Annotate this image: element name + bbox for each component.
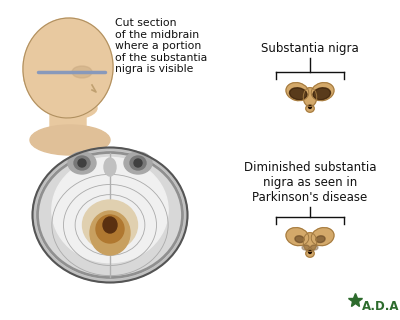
- Ellipse shape: [306, 250, 314, 257]
- Ellipse shape: [24, 69, 36, 87]
- Ellipse shape: [68, 152, 96, 174]
- Ellipse shape: [72, 66, 92, 78]
- Ellipse shape: [47, 97, 97, 119]
- Ellipse shape: [303, 88, 317, 107]
- Text: Cut section
of the midbrain
where a portion
of the substantia
nigra is visible: Cut section of the midbrain where a port…: [115, 18, 207, 74]
- Ellipse shape: [306, 105, 314, 112]
- Ellipse shape: [104, 158, 116, 176]
- Ellipse shape: [103, 217, 117, 233]
- FancyBboxPatch shape: [50, 103, 86, 137]
- Ellipse shape: [52, 157, 168, 263]
- Ellipse shape: [82, 200, 138, 250]
- Ellipse shape: [311, 83, 334, 101]
- Text: A.D.A.M.: A.D.A.M.: [362, 300, 400, 313]
- Ellipse shape: [286, 228, 309, 246]
- Ellipse shape: [134, 159, 142, 167]
- Ellipse shape: [124, 152, 152, 174]
- Ellipse shape: [316, 236, 325, 243]
- Text: Substantia nigra: Substantia nigra: [261, 42, 359, 55]
- Ellipse shape: [78, 159, 86, 167]
- Ellipse shape: [308, 105, 312, 108]
- Ellipse shape: [23, 18, 113, 118]
- Ellipse shape: [310, 245, 318, 250]
- Ellipse shape: [295, 236, 304, 243]
- Ellipse shape: [302, 245, 310, 250]
- Ellipse shape: [286, 83, 309, 101]
- Ellipse shape: [290, 88, 307, 100]
- Ellipse shape: [130, 156, 146, 170]
- Ellipse shape: [311, 228, 334, 246]
- Ellipse shape: [90, 211, 130, 255]
- Ellipse shape: [74, 156, 90, 170]
- Ellipse shape: [303, 233, 317, 252]
- Ellipse shape: [96, 215, 124, 243]
- Ellipse shape: [308, 250, 312, 253]
- Ellipse shape: [36, 151, 184, 278]
- Ellipse shape: [32, 148, 188, 283]
- Ellipse shape: [30, 125, 110, 155]
- Text: Diminished substantia
nigra as seen in
Parkinson's disease: Diminished substantia nigra as seen in P…: [244, 161, 376, 204]
- Ellipse shape: [313, 88, 330, 100]
